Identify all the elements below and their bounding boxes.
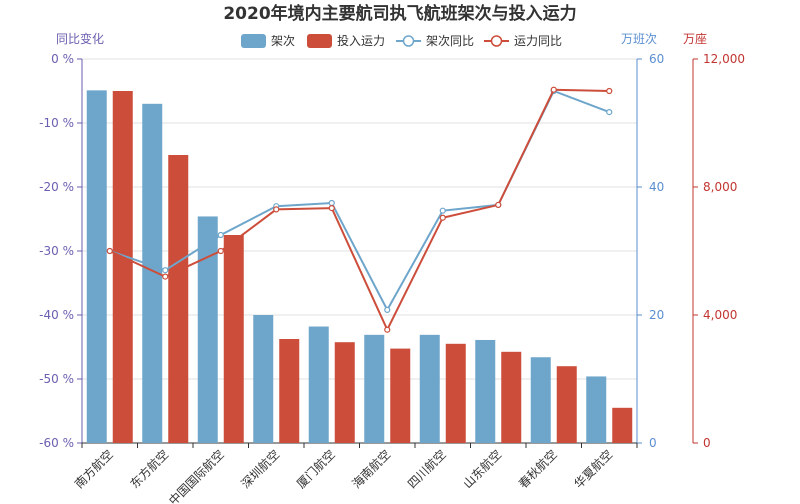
- chart-title: 2020年境内主要航司执飞航班架次与投入运力: [223, 3, 576, 24]
- line-capacity-yoy: [109, 88, 610, 333]
- point-capacity-yoy: [162, 273, 169, 280]
- bar-capacity: [112, 91, 133, 443]
- category-label: 山东航空: [460, 447, 505, 492]
- bar-flights: [197, 216, 218, 443]
- category-label: 南方航空: [71, 447, 116, 492]
- bar-flights: [86, 90, 107, 444]
- legend-swatch: [307, 34, 332, 48]
- point-capacity-yoy: [606, 87, 613, 95]
- bar-flights: [419, 334, 440, 443]
- middle-tick-label: 0: [649, 436, 657, 450]
- middle-axis-name: 万班次: [621, 32, 657, 46]
- left-tick-label: -20 %: [39, 180, 74, 194]
- legend-label: 运力同比: [514, 34, 562, 48]
- point-flights-yoy: [384, 306, 391, 313]
- bar-capacity: [612, 407, 633, 443]
- bar-capacity: [501, 351, 522, 443]
- point-capacity-yoy: [384, 326, 391, 333]
- bar-flights: [253, 315, 274, 443]
- middle-tick-label: 40: [649, 180, 664, 194]
- bar-capacity: [445, 343, 466, 443]
- bar-flights: [142, 103, 163, 444]
- point-capacity-yoy: [495, 201, 502, 209]
- left-axis-name: 同比变化: [56, 31, 104, 46]
- point-capacity-yoy: [273, 206, 280, 213]
- right-axis-name: 万座: [683, 31, 707, 46]
- legend-label: 投入运力: [337, 33, 385, 48]
- point-flights-yoy: [162, 267, 169, 274]
- bar-capacity: [168, 155, 189, 443]
- point-flights-yoy: [217, 231, 224, 239]
- bar-flights: [586, 376, 607, 443]
- category-label: 深圳航空: [238, 447, 283, 492]
- bar-flights: [308, 326, 329, 443]
- bar-capacity: [223, 235, 244, 443]
- bar-capacity: [556, 366, 577, 443]
- bar-flights: [530, 357, 551, 443]
- point-flights-yoy: [328, 199, 335, 207]
- point-capacity-yoy: [439, 214, 446, 221]
- gridlines: [82, 58, 637, 444]
- legend-label: 架次: [271, 34, 295, 48]
- legend-marker: [490, 35, 503, 47]
- point-flights-yoy: [439, 207, 446, 214]
- point-capacity-yoy: [550, 86, 557, 93]
- bar-capacity: [334, 342, 355, 443]
- bar-capacity: [390, 348, 411, 443]
- left-tick-label: 0 %: [51, 52, 74, 66]
- category-label: 东方航空: [127, 447, 172, 492]
- category-label: 华夏航空: [571, 447, 616, 492]
- axes: 0 % -10 % -20 % -30 % -40 % -50 % -60 % 0 20 40 60…: [39, 52, 745, 450]
- left-tick-label: -50 %: [39, 372, 74, 386]
- legend[interactable]: 架次 投入运力 架次同比 运力同比: [241, 33, 562, 48]
- legend-marker: [402, 35, 415, 47]
- legend-swatch: [241, 34, 266, 48]
- middle-tick-label: 60: [649, 52, 664, 66]
- point-flights-yoy: [606, 109, 613, 116]
- right-tick-label: 8,000: [703, 180, 737, 194]
- right-tick-label: 0: [703, 436, 711, 450]
- category-label: 春秋航空: [515, 447, 560, 492]
- point-capacity-yoy: [106, 247, 113, 255]
- bar-flights: [475, 339, 496, 443]
- point-capacity-yoy: [217, 247, 224, 255]
- left-tick-label: -30 %: [39, 244, 74, 258]
- lines: [106, 86, 613, 333]
- category-label: 海南航空: [349, 447, 394, 492]
- legend-label: 架次同比: [426, 34, 474, 48]
- bar-flights: [364, 334, 385, 443]
- middle-tick-label: 20: [649, 308, 664, 322]
- category-label: 厦门航空: [293, 447, 338, 492]
- left-tick-label: -10 %: [39, 116, 74, 130]
- left-tick-label: -60 %: [39, 436, 74, 450]
- category-label: 四川航空: [404, 447, 449, 492]
- bars: [86, 90, 633, 444]
- point-capacity-yoy: [328, 205, 335, 212]
- bar-capacity: [279, 339, 300, 443]
- right-tick-label: 12,000: [703, 52, 745, 66]
- right-tick-label: 4,000: [703, 308, 737, 322]
- category-label: 中国国际航空: [165, 447, 227, 504]
- left-tick-label: -40 %: [39, 308, 74, 322]
